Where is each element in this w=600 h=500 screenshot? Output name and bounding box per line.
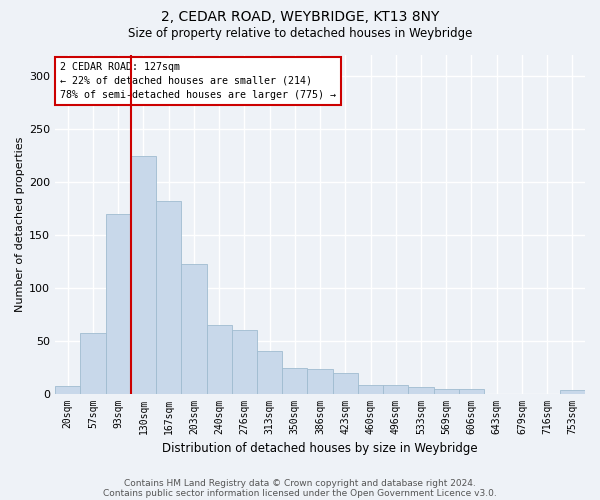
X-axis label: Distribution of detached houses by size in Weybridge: Distribution of detached houses by size … (162, 442, 478, 455)
Bar (560, 390, 585, 394)
Y-axis label: Number of detached properties: Number of detached properties (15, 136, 25, 312)
Bar (307, 369, 332, 394)
Bar (55, 386, 80, 394)
Bar (156, 201, 181, 394)
Bar (80, 334, 106, 394)
Bar (459, 390, 484, 394)
Bar (383, 385, 409, 394)
Text: 2 CEDAR ROAD: 127sqm
← 22% of detached houses are smaller (214)
78% of semi-deta: 2 CEDAR ROAD: 127sqm ← 22% of detached h… (61, 62, 337, 100)
Bar (434, 390, 459, 394)
Text: Contains HM Land Registry data © Crown copyright and database right 2024.: Contains HM Land Registry data © Crown c… (124, 478, 476, 488)
Text: Size of property relative to detached houses in Weybridge: Size of property relative to detached ho… (128, 28, 472, 40)
Bar (181, 264, 206, 394)
Bar (232, 330, 257, 394)
Bar (409, 387, 434, 394)
Bar (332, 374, 358, 394)
Text: 2, CEDAR ROAD, WEYBRIDGE, KT13 8NY: 2, CEDAR ROAD, WEYBRIDGE, KT13 8NY (161, 10, 439, 24)
Text: Contains public sector information licensed under the Open Government Licence v3: Contains public sector information licen… (103, 488, 497, 498)
Bar (257, 351, 282, 394)
Bar (282, 368, 307, 394)
Bar (358, 385, 383, 394)
Bar (206, 325, 232, 394)
Bar (131, 156, 156, 394)
Bar (106, 214, 131, 394)
